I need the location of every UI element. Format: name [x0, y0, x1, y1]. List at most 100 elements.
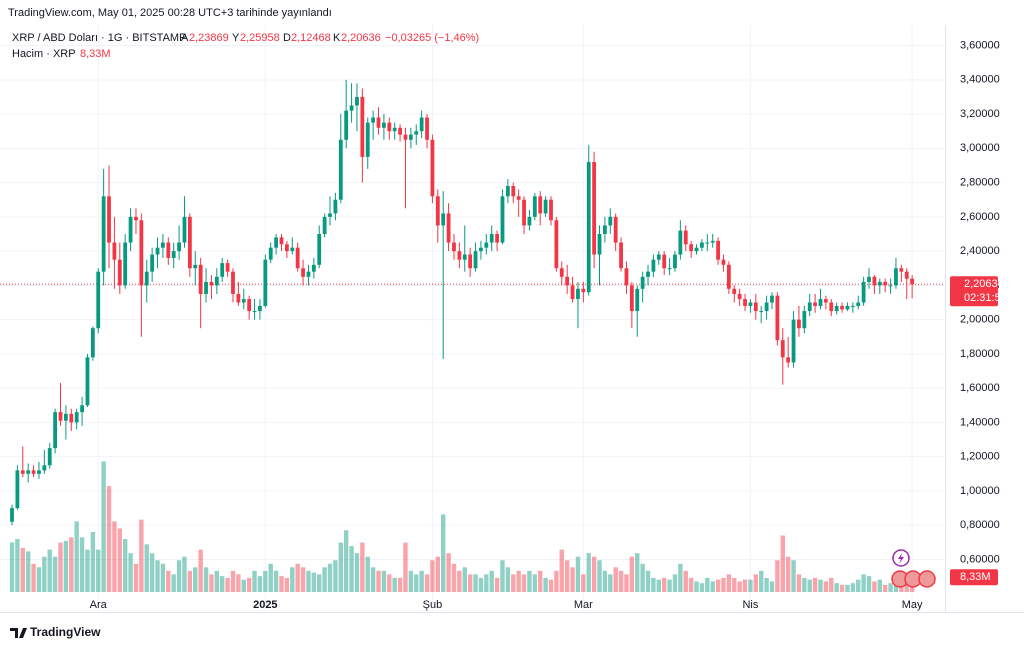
grid: [0, 25, 945, 612]
x-tick-label: Nis: [742, 599, 758, 611]
candle-body: [786, 357, 791, 363]
volume-bar: [904, 579, 909, 592]
volume-bar: [683, 570, 688, 592]
volume-bar: [672, 574, 678, 592]
volume-bar: [872, 581, 877, 592]
x-tick-label: May: [902, 599, 923, 611]
y-tick-label: 0,80000: [960, 519, 1000, 531]
volume-bar: [748, 579, 753, 592]
low-label: D: [283, 32, 291, 44]
volume-bar: [370, 567, 376, 592]
volume-bar: [688, 577, 694, 592]
candle-body: [376, 117, 381, 128]
candle-body: [53, 412, 58, 449]
volume-bar: [796, 574, 802, 592]
candle-body: [522, 199, 526, 226]
volume-bar: [198, 549, 203, 592]
volume-bar: [856, 579, 861, 592]
volume-bar: [220, 576, 225, 592]
candle-body: [117, 259, 122, 286]
candle-body: [274, 237, 279, 248]
volume-bar: [602, 570, 608, 592]
y-tick-label: 1,60000: [960, 382, 1000, 394]
volume-value: 8,33M: [80, 48, 111, 60]
candle-body: [629, 285, 634, 312]
candle-body: [877, 281, 882, 286]
candle-body: [635, 288, 640, 312]
volume-bar: [58, 542, 63, 592]
volume-bar: [845, 584, 850, 592]
volume-bar: [327, 563, 333, 592]
candle-body: [603, 225, 607, 234]
volume-bar: [764, 577, 769, 592]
candle-body: [565, 276, 570, 286]
volume-bar: [392, 577, 397, 592]
candle-body: [743, 299, 747, 306]
y-tick-label: 3,40000: [960, 74, 1000, 86]
volume-bar: [742, 579, 748, 592]
volume-bar: [257, 576, 263, 592]
candle-body: [252, 311, 257, 313]
volume-bar: [710, 581, 715, 592]
candle-body: [910, 278, 915, 285]
volume-label-box: [950, 569, 998, 586]
candle-body: [107, 196, 111, 243]
volume-bar: [839, 584, 845, 592]
candle-body: [371, 117, 376, 123]
candle-body: [441, 213, 446, 226]
candle-body: [883, 281, 888, 286]
candle-body: [322, 216, 327, 234]
candle-body: [349, 105, 354, 111]
candle-body: [764, 302, 769, 312]
candle-body: [204, 281, 208, 294]
volume-bar: [106, 486, 112, 592]
open-value: 2,23869: [189, 32, 229, 44]
volume-bar: [575, 556, 581, 592]
countdown: 02:31:57: [964, 292, 1007, 304]
candle-body: [495, 233, 499, 243]
volume-bar: [187, 570, 193, 592]
volume-bar: [47, 549, 52, 592]
volume-bar: [9, 542, 15, 592]
volume-bar: [656, 579, 661, 592]
volume-bar: [802, 577, 807, 592]
candle-body: [236, 293, 241, 303]
volume-bar: [225, 577, 230, 592]
volume-bar: [290, 567, 295, 592]
volume-bar: [478, 577, 484, 592]
candle-body: [716, 240, 720, 260]
event-flag[interactable]: [918, 570, 936, 588]
volume-bar: [25, 551, 31, 592]
volume-bar: [74, 521, 79, 592]
candle-body: [171, 251, 176, 258]
y-tick-label: 1,40000: [960, 416, 1000, 428]
candle-body: [468, 254, 473, 269]
candle-body: [894, 268, 898, 286]
brand: TradingView: [30, 625, 101, 639]
volume-bar: [15, 539, 20, 592]
volume-bar: [133, 563, 139, 592]
y-tick-label: 1,80000: [960, 348, 1000, 360]
volume-bar: [629, 556, 635, 592]
volume-bar: [721, 577, 726, 592]
volume-bar: [236, 574, 241, 592]
volume-bar: [360, 542, 365, 592]
close-label: K: [333, 32, 341, 44]
candle-body: [74, 412, 79, 423]
volume-bar: [381, 570, 387, 592]
candle-body: [112, 242, 117, 260]
candle-body: [667, 268, 672, 270]
candle-body: [290, 247, 295, 252]
volume-bar: [457, 570, 462, 592]
volume-bar: [554, 570, 559, 592]
candle-body: [807, 302, 812, 312]
candle-body: [732, 288, 737, 294]
candle-body: [613, 216, 618, 243]
candles: [10, 79, 915, 526]
volume-bar: [759, 570, 764, 592]
y-axis: 0,60000 0,80000 1,00000 1,20000 1,40000 1,600…: [950, 39, 1007, 586]
candle-body: [37, 470, 41, 474]
volume-bar: [586, 553, 591, 592]
volume-bar: [516, 570, 521, 592]
candle-body: [295, 247, 300, 269]
